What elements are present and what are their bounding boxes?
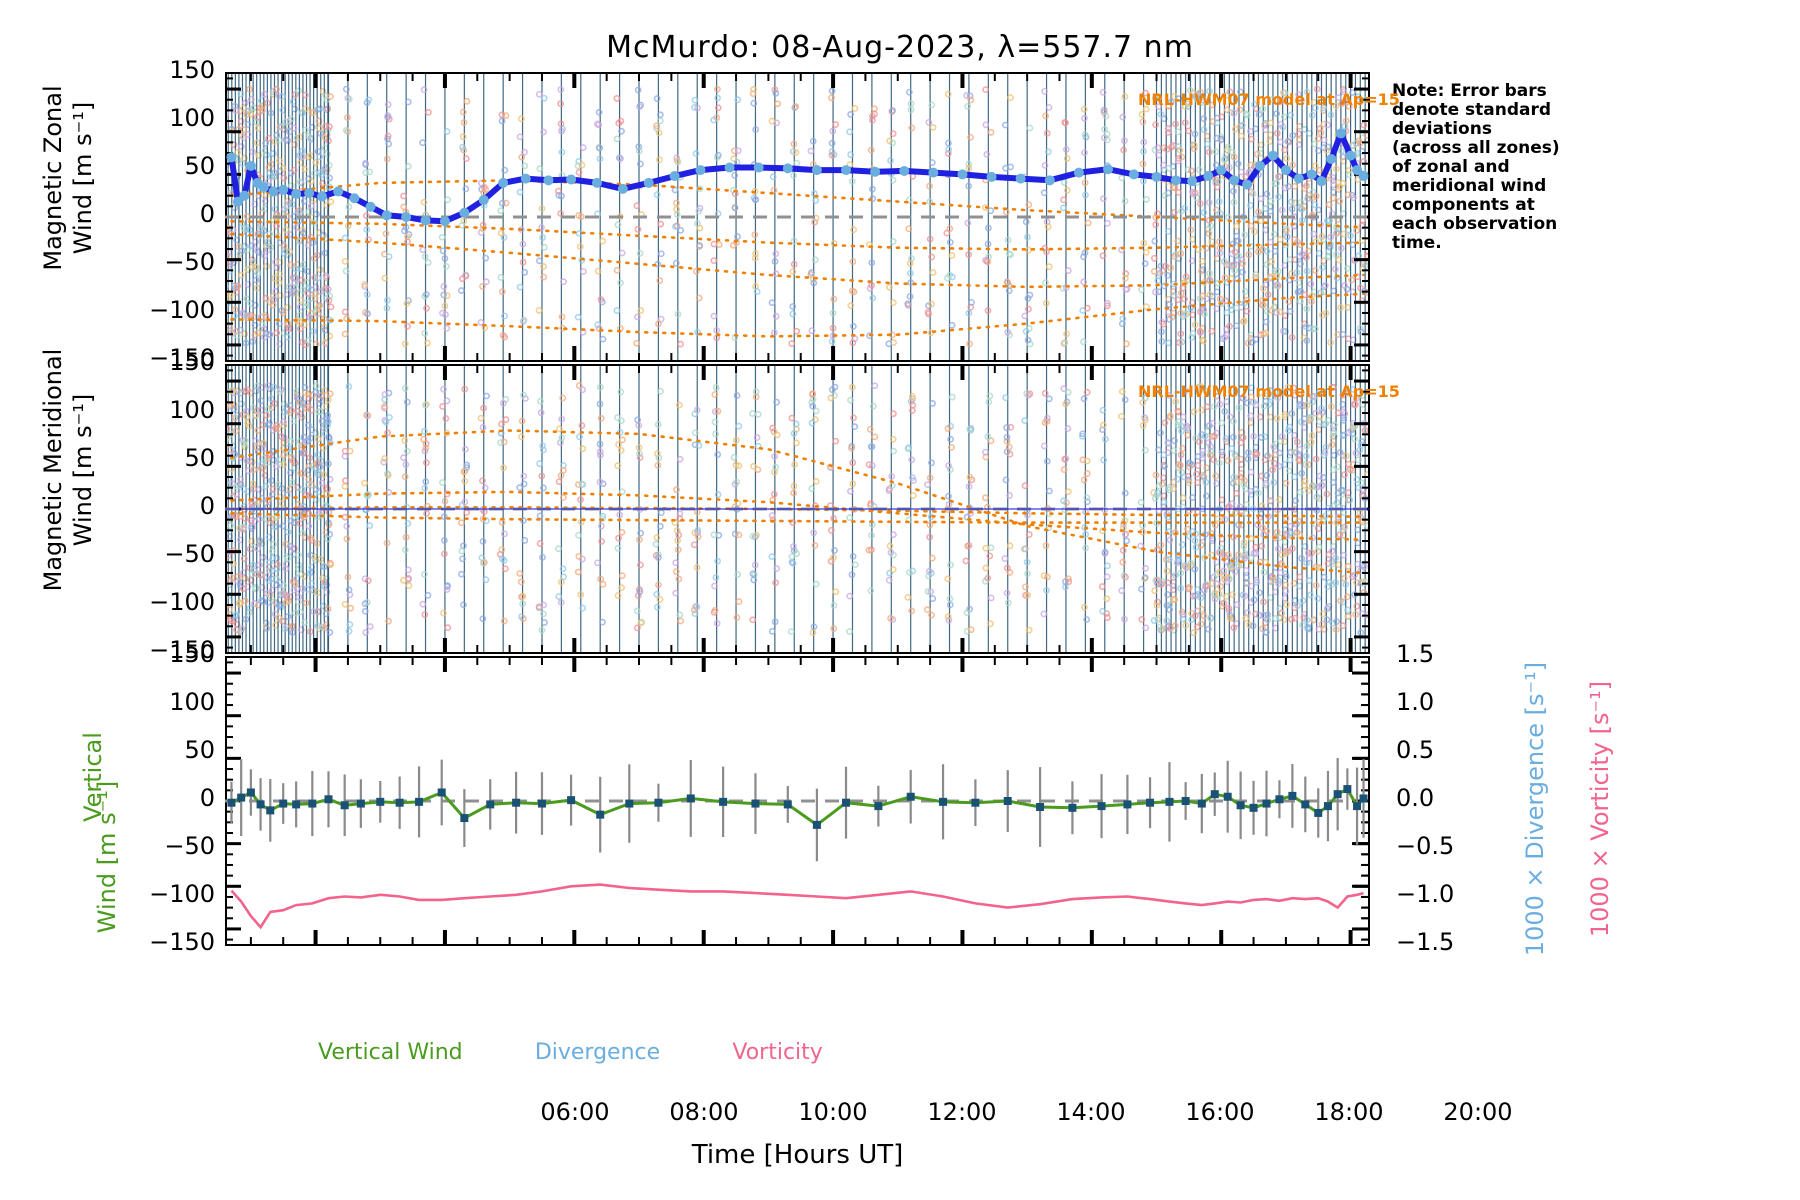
ytick: −150	[149, 636, 215, 664]
meridional-panel	[225, 364, 1370, 654]
xtick: 20:00	[1443, 1098, 1513, 1126]
ytick: 100	[169, 396, 215, 424]
page-title: McMurdo: 08-Aug-2023, λ=557.7 nm	[606, 30, 1194, 65]
ytick: −100	[149, 588, 215, 616]
xtick: 08:00	[669, 1098, 739, 1126]
right-ytick: −1.0	[1396, 880, 1455, 908]
ytick: 0	[199, 784, 215, 812]
right-ytick: −1.5	[1396, 928, 1455, 956]
ytick: 150	[169, 56, 215, 84]
right-ytick: −0.5	[1396, 832, 1455, 860]
xtick: 06:00	[540, 1098, 610, 1126]
ytick: 100	[169, 688, 215, 716]
xtick: 16:00	[1185, 1098, 1255, 1126]
x-axis-label: Time [Hours UT]	[691, 1140, 904, 1170]
xtick: 14:00	[1056, 1098, 1126, 1126]
legend-item-vertical-wind: Vertical Wind	[318, 1040, 463, 1065]
xtick: 10:00	[798, 1098, 868, 1126]
ytick: 50	[184, 736, 215, 764]
legend: Vertical Wind Divergence Vorticity	[318, 1040, 823, 1065]
zonal-y-ticks: 150 100 50 0 −50 −100 −150	[120, 56, 215, 372]
xtick: 18:00	[1314, 1098, 1384, 1126]
vertical-panel	[225, 656, 1370, 946]
ytick: 0	[199, 200, 215, 228]
meridional-model-label: NRL-HWM07 model at Ap=15	[1138, 382, 1400, 401]
ytick: 0	[199, 492, 215, 520]
zonal-model-label: NRL-HWM07 model at Ap=15	[1138, 90, 1400, 109]
ytick: 100	[169, 104, 215, 132]
right-ytick: 0.0	[1396, 784, 1435, 812]
zonal-y-axis-label: Magnetic Zonal Wind [m s⁻¹]	[39, 85, 97, 271]
ytick: 150	[169, 640, 215, 668]
legend-item-vorticity: Vorticity	[732, 1040, 823, 1065]
ytick: −150	[149, 928, 215, 956]
ytick: −100	[149, 296, 215, 324]
ytick: −150	[149, 344, 215, 372]
meridional-y-ticks: 150 100 50 0 −50 −100 −150	[120, 348, 215, 664]
ytick: −50	[164, 248, 215, 276]
right-ytick: 0.5	[1396, 736, 1435, 764]
ytick: −100	[149, 880, 215, 908]
ytick: 50	[184, 444, 215, 472]
xtick: 12:00	[927, 1098, 997, 1126]
legend-item-divergence: Divergence	[534, 1040, 661, 1065]
vertical-y-ticks: 150 100 50 0 −50 −100 −150	[120, 640, 215, 956]
right-axis-label-vorticity: 1000 × Vorticity [s⁻¹]	[1586, 680, 1614, 938]
meridional-y-axis-label: Magnetic Meridional Wind [m s⁻¹]	[39, 348, 97, 592]
right-y-ticks: 1.5 1.0 0.5 0.0 −0.5 −1.0 −1.5	[1396, 640, 1486, 956]
zonal-panel	[225, 72, 1370, 362]
ytick: 50	[184, 152, 215, 180]
right-axis-label-divergence: 1000 × Divergence [s⁻¹]	[1521, 661, 1549, 957]
ytick: 150	[169, 348, 215, 376]
ytick: −50	[164, 832, 215, 860]
x-ticks: 06:00 08:00 10:00 12:00 14:00 16:00 18:0…	[225, 1098, 1512, 1132]
right-ytick: 1.5	[1396, 640, 1435, 668]
ytick: −50	[164, 540, 215, 568]
note-text: Note: Error bars denote standard deviati…	[1392, 81, 1560, 254]
right-ytick: 1.0	[1396, 688, 1435, 716]
